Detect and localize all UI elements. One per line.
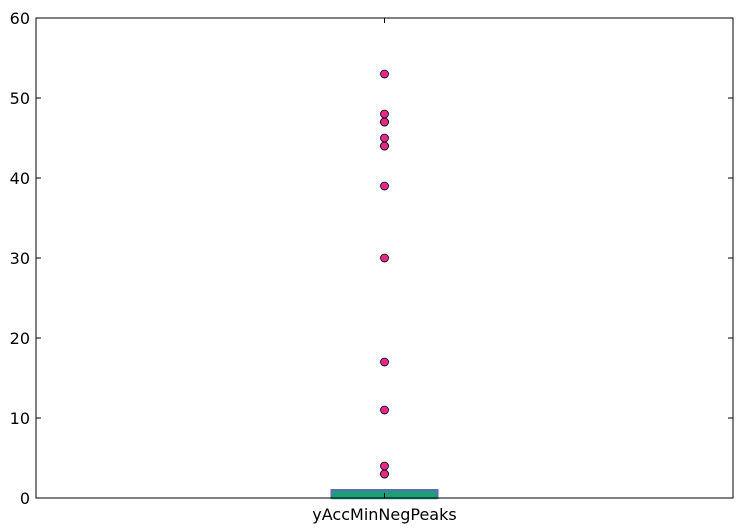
outlier-point — [380, 141, 389, 151]
outlier-point — [380, 133, 389, 143]
outlier-point — [380, 109, 389, 119]
outlier-point — [380, 253, 389, 263]
outlier-point — [380, 357, 389, 367]
outlier-point — [380, 461, 389, 471]
x-axis: yAccMinNegPeaks — [312, 18, 457, 524]
y-tick-label: 50 — [10, 89, 30, 108]
outlier-point — [380, 117, 389, 127]
y-tick-label: 40 — [10, 169, 30, 188]
outlier-point — [380, 469, 389, 479]
y-axis: 0 10 20 30 40 50 60 — [10, 9, 733, 508]
y-tick-label: 60 — [10, 9, 30, 28]
outlier-point — [380, 69, 389, 79]
y-tick-label: 0 — [20, 489, 30, 508]
plot-area — [330, 69, 439, 500]
y-tick-label: 30 — [10, 249, 30, 268]
outlier-point — [380, 181, 389, 191]
x-tick-label: yAccMinNegPeaks — [312, 505, 456, 524]
y-tick-label: 10 — [10, 409, 30, 428]
y-tick-label: 20 — [10, 329, 30, 348]
outlier-point — [380, 405, 389, 415]
